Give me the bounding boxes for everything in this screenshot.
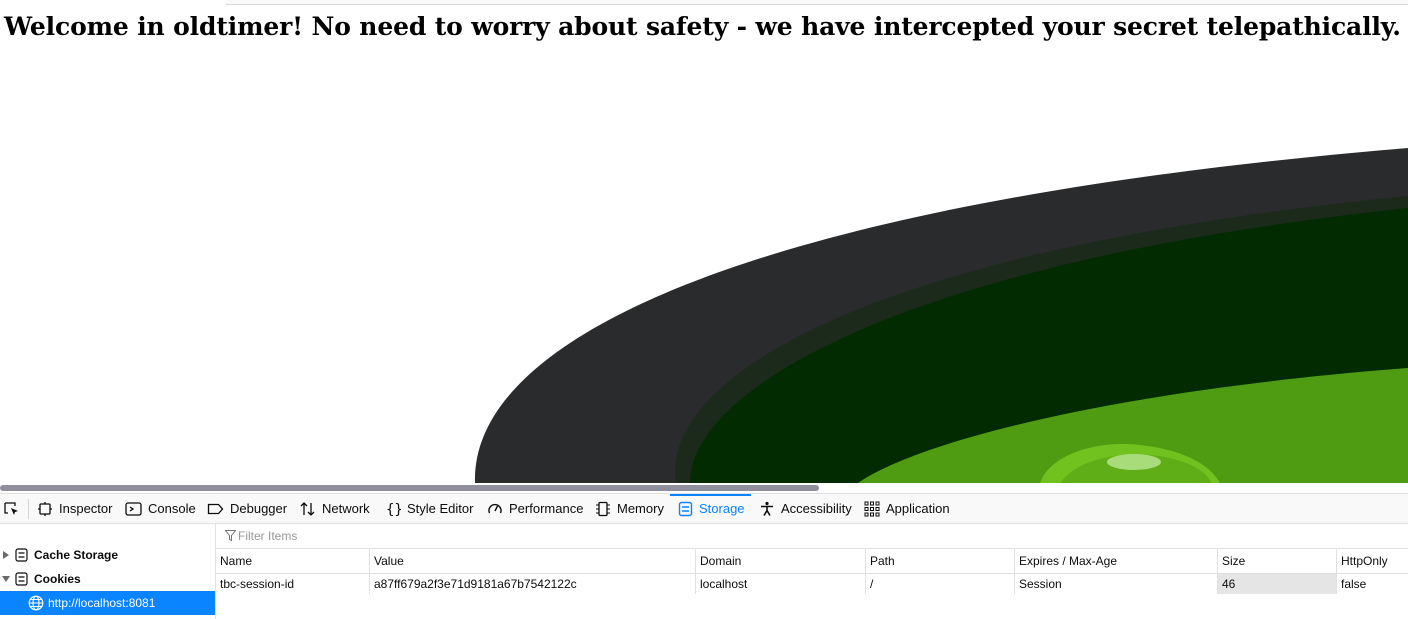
performance-icon — [488, 503, 502, 513]
sidebar-item-cache-storage[interactable]: Cache Storage — [0, 544, 215, 566]
scrollbar-thumb[interactable] — [0, 485, 819, 491]
table-row[interactable]: tbc-session-id a87ff679a2f3e71d9181a67b7… — [216, 574, 1408, 594]
address-bar-edge — [226, 0, 1408, 5]
inspector-icon — [38, 501, 52, 516]
tab-label: Style Editor — [407, 501, 474, 516]
tab-memory[interactable]: Memory — [595, 494, 664, 523]
cell-value: a87ff679a2f3e71d9181a67b7542122c — [369, 574, 695, 594]
tab-storage[interactable]: Storage — [678, 494, 745, 523]
tab-label: Inspector — [59, 501, 113, 516]
storage-icon — [678, 501, 693, 516]
tab-label: Performance — [509, 501, 584, 516]
tab-label: Accessibility — [781, 501, 852, 516]
filter-input[interactable] — [238, 528, 1038, 544]
cell-httponly: false — [1336, 574, 1408, 594]
chevron-right-icon — [3, 551, 9, 559]
tab-network[interactable]: Network — [299, 494, 370, 523]
sidebar-item-label: Cookies — [34, 572, 81, 586]
tab-label: Application — [886, 501, 950, 516]
chevron-down-icon — [2, 576, 10, 582]
column-header-name[interactable]: Name — [220, 554, 253, 568]
tab-performance[interactable]: Performance — [487, 494, 583, 523]
column-header-domain[interactable]: Domain — [695, 549, 865, 573]
gem-highlight — [1107, 454, 1161, 470]
tab-label: Memory — [617, 501, 664, 516]
column-header-expires[interactable]: Expires / Max-Age — [1014, 549, 1217, 573]
sidebar-item-localhost[interactable]: http://localhost:8081 — [0, 591, 215, 615]
memory-icon — [596, 501, 610, 516]
storage-sidebar: Cache Storage Cookies http://localhost:8… — [0, 524, 216, 619]
sidebar-item-label: Cache Storage — [34, 548, 119, 562]
filter-icon — [225, 530, 236, 542]
element-picker-icon[interactable] — [3, 500, 21, 518]
cell-size: 46 — [1217, 574, 1336, 594]
oldtimer-artwork — [474, 148, 1408, 483]
bright-green-surface — [858, 368, 1408, 483]
tab-debugger[interactable]: Debugger — [207, 494, 287, 523]
style-editor-icon: {} — [386, 502, 401, 517]
horizontal-scrollbar[interactable] — [0, 483, 1408, 493]
sidebar-item-cookies[interactable]: Cookies — [0, 568, 215, 590]
tab-accessibility[interactable]: Accessibility — [759, 494, 852, 523]
globe-icon — [28, 595, 44, 611]
cell-path: / — [865, 574, 1014, 594]
column-header-httponly[interactable]: HttpOnly — [1336, 549, 1408, 573]
tab-label: Network — [322, 501, 370, 516]
tab-style-editor[interactable]: {} Style Editor — [386, 494, 473, 523]
tab-console[interactable]: Console — [125, 494, 196, 523]
cell-expires: Session — [1014, 574, 1217, 594]
console-icon — [125, 501, 142, 516]
filter-bar — [216, 524, 1408, 549]
storage-icon — [15, 572, 28, 586]
column-header-value[interactable]: Value — [369, 549, 695, 573]
active-tab-indicator — [670, 494, 751, 496]
tab-inspector[interactable]: Inspector — [37, 494, 112, 523]
svg-text:{}: {} — [386, 502, 401, 517]
storage-icon — [15, 548, 28, 562]
cell-domain: localhost — [695, 574, 865, 594]
tab-application[interactable]: Application — [864, 494, 950, 523]
tab-label: Debugger — [230, 501, 288, 516]
tab-label: Console — [148, 501, 196, 516]
table-header: Name Value Domain Path Expires / Max-Age… — [216, 549, 1408, 574]
toolbar-separator — [28, 499, 29, 519]
column-header-size[interactable]: Size — [1217, 549, 1336, 573]
devtools-toolbar: Inspector Console Debugger Network {} St… — [0, 494, 1408, 524]
column-header-path[interactable]: Path — [865, 549, 1014, 573]
application-icon — [864, 501, 880, 516]
tab-label: Storage — [699, 501, 745, 516]
devtools-panel: Inspector Console Debugger Network {} St… — [0, 493, 1408, 619]
page-viewport: Welcome in oldtimer! No need to worry ab… — [4, 0, 1408, 483]
cell-name: tbc-session-id — [220, 577, 295, 591]
page-title: Welcome in oldtimer! No need to worry ab… — [4, 12, 1401, 41]
accessibility-icon — [761, 501, 773, 516]
network-icon — [300, 501, 315, 516]
sidebar-item-label: http://localhost:8081 — [48, 596, 156, 610]
debugger-icon — [207, 503, 224, 514]
